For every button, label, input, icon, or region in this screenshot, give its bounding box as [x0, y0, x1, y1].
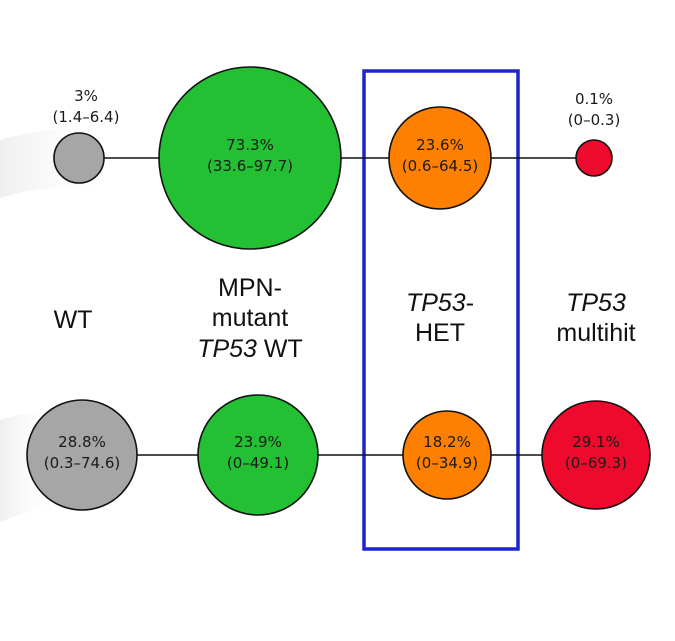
top-mpn-range: (33.6–97.7) — [207, 157, 293, 175]
category-het-line2: HET — [415, 319, 465, 347]
top-multihit-value: 0.1% — [575, 90, 613, 108]
category-multihit-line1: TP53 — [566, 289, 626, 317]
top-node-wt — [53, 132, 105, 184]
top-mpn-value: 73.3% — [226, 136, 274, 154]
category-mpn-line1: MPN- — [218, 274, 282, 302]
top-node-multihit — [575, 139, 613, 177]
category-mpn-line3: TP53 WT — [197, 335, 303, 363]
top-node-mpn — [158, 66, 342, 250]
bottom-node-wt — [26, 399, 138, 511]
category-het-dash: - — [466, 289, 474, 317]
bottom-node-multihit — [541, 400, 651, 510]
bottom-mpn-range: (0–49.1) — [227, 454, 289, 472]
top-het-value: 23.6% — [416, 136, 464, 154]
category-mpn-gene: TP53 — [197, 335, 257, 363]
bottom-het-range: (0–34.9) — [416, 454, 478, 472]
bottom-het-value: 18.2% — [423, 433, 471, 451]
tp53-het-highlight-box — [362, 69, 520, 551]
top-het-range: (0.6–64.5) — [402, 157, 478, 175]
top-node-het — [388, 106, 492, 210]
category-het-line1: TP53- — [406, 289, 474, 317]
bottom-node-het — [402, 410, 492, 500]
top-wt-range: (1.4–6.4) — [53, 108, 120, 126]
bottom-node-mpn — [197, 394, 319, 516]
category-wt-label: WT — [54, 306, 93, 334]
bottom-wt-range: (0.3–74.6) — [44, 454, 120, 472]
category-mpn-line2: mutant — [212, 304, 288, 332]
top-wt-value: 3% — [74, 87, 98, 105]
top-multihit-range: (0–0.3) — [568, 111, 621, 129]
bottom-multihit-range: (0–69.3) — [565, 454, 627, 472]
category-multihit-line2: multihit — [556, 319, 635, 347]
category-het-gene: TP53 — [406, 289, 466, 317]
category-mpn-suffix: WT — [257, 335, 303, 363]
bottom-mpn-value: 23.9% — [234, 433, 282, 451]
bottom-wt-value: 28.8% — [58, 433, 106, 451]
bottom-multihit-value: 29.1% — [572, 433, 620, 451]
